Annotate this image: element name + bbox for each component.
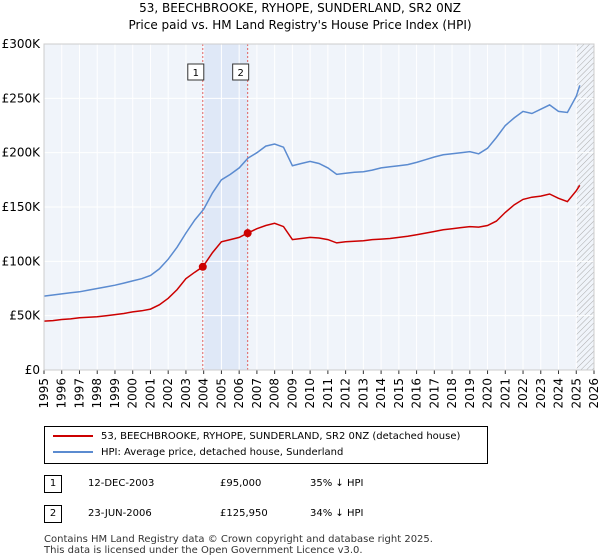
- transaction-date: 12-DEC-2003: [88, 478, 155, 489]
- footer-line-1: Contains HM Land Registry data © Crown c…: [44, 534, 433, 545]
- x-tick-label: 2003: [179, 378, 193, 409]
- x-tick-label: 2017: [427, 378, 441, 409]
- y-tick-label: £150K: [2, 200, 42, 214]
- footer: Contains HM Land Registry data © Crown c…: [44, 534, 433, 556]
- y-tick-label: £300K: [2, 37, 42, 51]
- legend-label-hpi: HPI: Average price, detached house, Sund…: [101, 447, 344, 458]
- x-tick-label: 2007: [250, 378, 264, 409]
- legend-item-property: 53, BEECHBROOKE, RYHOPE, SUNDERLAND, SR2…: [53, 430, 460, 444]
- x-tick-label: 2020: [481, 378, 495, 409]
- x-tick-label: 2025: [569, 378, 583, 409]
- x-tick-label: 1997: [72, 378, 86, 409]
- y-tick-label: £0: [25, 363, 40, 377]
- transaction-row: 2 23-JUN-2006 £125,950 34% ↓ HPI: [44, 504, 564, 524]
- x-tick-label: 1996: [55, 378, 69, 409]
- y-tick-label: £100K: [2, 254, 42, 268]
- plot-frame: [43, 43, 595, 371]
- x-tick-label: 2018: [445, 378, 459, 409]
- sale-point: [198, 262, 207, 271]
- x-tick-label: 2004: [197, 378, 211, 409]
- x-tick-label: 2005: [214, 378, 228, 409]
- sale-label: 2: [237, 68, 243, 79]
- x-tick-label: 2022: [516, 378, 530, 409]
- transaction-number: 1: [44, 475, 62, 493]
- x-tick-label: 2021: [498, 378, 512, 409]
- legend-label-property: 53, BEECHBROOKE, RYHOPE, SUNDERLAND, SR2…: [101, 431, 461, 442]
- x-tick-label: 2012: [339, 378, 353, 409]
- y-tick-label: £250K: [2, 91, 42, 105]
- transaction-number: 2: [44, 505, 62, 523]
- x-tick-label: 1998: [90, 378, 104, 409]
- x-tick-label: 2015: [392, 378, 406, 409]
- x-tick-label: 2019: [463, 378, 477, 409]
- y-tick-label: £200K: [2, 146, 42, 160]
- chart-title: 53, BEECHBROOKE, RYHOPE, SUNDERLAND, SR2…: [139, 1, 461, 15]
- series-line: [43, 85, 581, 297]
- transaction-price: £125,950: [220, 508, 268, 519]
- transaction-price: £95,000: [220, 478, 262, 489]
- x-tick-label: 2016: [410, 378, 424, 409]
- x-tick-label: 2009: [285, 378, 299, 409]
- legend: 53, BEECHBROOKE, RYHOPE, SUNDERLAND, SR2…: [44, 426, 488, 464]
- x-tick-label: 1995: [37, 378, 51, 409]
- x-tick-label: 2002: [161, 378, 175, 409]
- transaction-hpi: 34% ↓ HPI: [310, 508, 364, 519]
- legend-swatch-hpi: [53, 451, 93, 453]
- series-line: [43, 184, 581, 322]
- legend-swatch-property: [53, 435, 93, 437]
- x-tick-label: 2023: [534, 378, 548, 409]
- x-tick-label: 2010: [303, 378, 317, 409]
- x-tick-label: 2011: [321, 378, 335, 409]
- x-tick-label: 2008: [268, 378, 282, 409]
- x-tick-label: 2006: [232, 378, 246, 409]
- sale-label: 1: [193, 68, 199, 79]
- x-tick-label: 2014: [374, 378, 388, 409]
- x-tick-label: 2000: [126, 378, 140, 409]
- y-tick-label: £50K: [9, 309, 41, 323]
- x-tick-label: 1999: [108, 378, 122, 409]
- x-tick-label: 2001: [143, 378, 157, 409]
- x-tick-label: 2024: [552, 378, 566, 409]
- x-tick-label: 2013: [356, 378, 370, 409]
- sale-point: [243, 229, 252, 238]
- footer-line-2: This data is licensed under the Open Gov…: [44, 545, 363, 556]
- x-tick-label: 2026: [587, 378, 600, 409]
- transaction-hpi: 35% ↓ HPI: [310, 478, 364, 489]
- legend-item-hpi: HPI: Average price, detached house, Sund…: [53, 446, 343, 460]
- transaction-row: 1 12-DEC-2003 £95,000 35% ↓ HPI: [44, 474, 564, 494]
- sale-label-box: [232, 63, 250, 81]
- transaction-date: 23-JUN-2006: [88, 508, 152, 519]
- sale-label-box: [187, 63, 205, 81]
- chart-subtitle: Price paid vs. HM Land Registry's House …: [128, 18, 471, 32]
- price-chart: 53, BEECHBROOKE, RYHOPE, SUNDERLAND, SR2…: [2, 1, 600, 409]
